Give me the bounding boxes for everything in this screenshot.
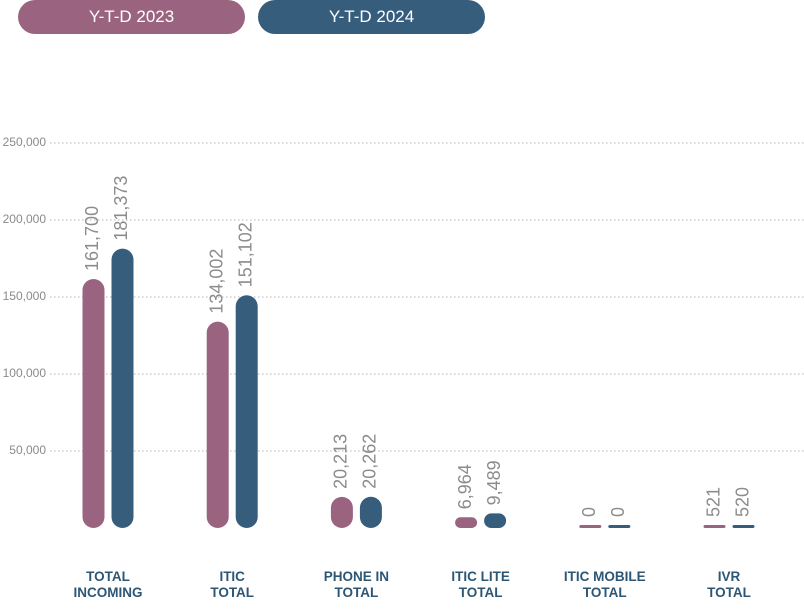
data-label: 151,102 [235,222,255,287]
bar [359,496,382,528]
data-label: 6,964 [455,464,475,509]
bar [579,525,602,528]
data-label: 181,373 [111,176,131,241]
bar [111,248,134,528]
y-tick-label: 100,000 [3,366,47,380]
bar [235,295,258,528]
data-label: 521 [703,487,723,517]
x-tick-label: ITIC TOTAL [210,569,255,600]
bar [330,496,353,528]
y-tick-label: 200,000 [3,212,47,226]
bar [703,525,726,528]
legend-item[interactable]: Y-T-D 2023 [18,0,245,34]
bar [206,321,229,528]
bar [608,525,631,528]
data-label: 134,002 [206,249,226,314]
x-tick-label: ITIC MOBILE TOTAL [563,569,646,600]
data-label: 20,213 [331,434,351,489]
data-label: 0 [608,507,628,517]
data-label: 20,262 [360,434,380,489]
y-tick-label: 150,000 [3,289,47,303]
data-label: 161,700 [82,206,102,271]
x-tick-label: IVR TOTAL [707,569,751,600]
data-label: 9,489 [484,460,504,505]
y-tick-label: 250,000 [3,135,47,149]
data-label: 0 [579,507,599,517]
bar [455,517,478,528]
bar [732,525,755,528]
bar [82,278,105,528]
x-tick-label: ITIC LITE TOTAL [451,569,510,600]
data-label: 520 [732,487,752,517]
y-tick-label: 50,000 [9,443,46,457]
bar [484,513,507,528]
x-tick-label: PHONE IN TOTAL [323,569,390,600]
x-tick-label: TOTAL INCOMING [73,569,143,600]
legend-item[interactable]: Y-T-D 2024 [258,0,485,34]
